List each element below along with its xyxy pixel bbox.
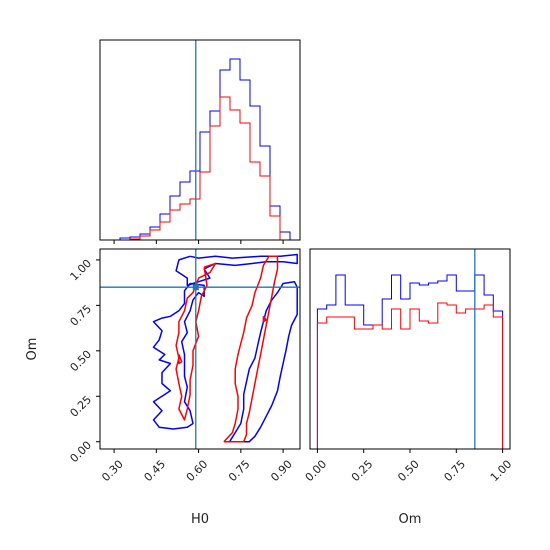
om-axis-label: Om xyxy=(25,338,40,361)
contour-blue-1 xyxy=(152,282,205,430)
contour-frame xyxy=(99,248,301,450)
om-hist-red-histogram xyxy=(316,302,504,449)
contour-blue-2 xyxy=(228,280,298,443)
contour-red-4 xyxy=(223,255,279,443)
contour-red-6 xyxy=(262,315,267,323)
contour-red-5 xyxy=(178,354,183,365)
contour-blue-0 xyxy=(175,253,298,287)
h0-histogram-panel xyxy=(99,39,301,244)
h0-axis-label: H0 xyxy=(191,512,209,527)
contour-truth-marker xyxy=(192,284,199,291)
om-hist-axis-label: Om xyxy=(399,512,422,527)
h0-hist-red-histogram xyxy=(100,96,300,241)
h0-histogram-frame xyxy=(99,39,301,241)
